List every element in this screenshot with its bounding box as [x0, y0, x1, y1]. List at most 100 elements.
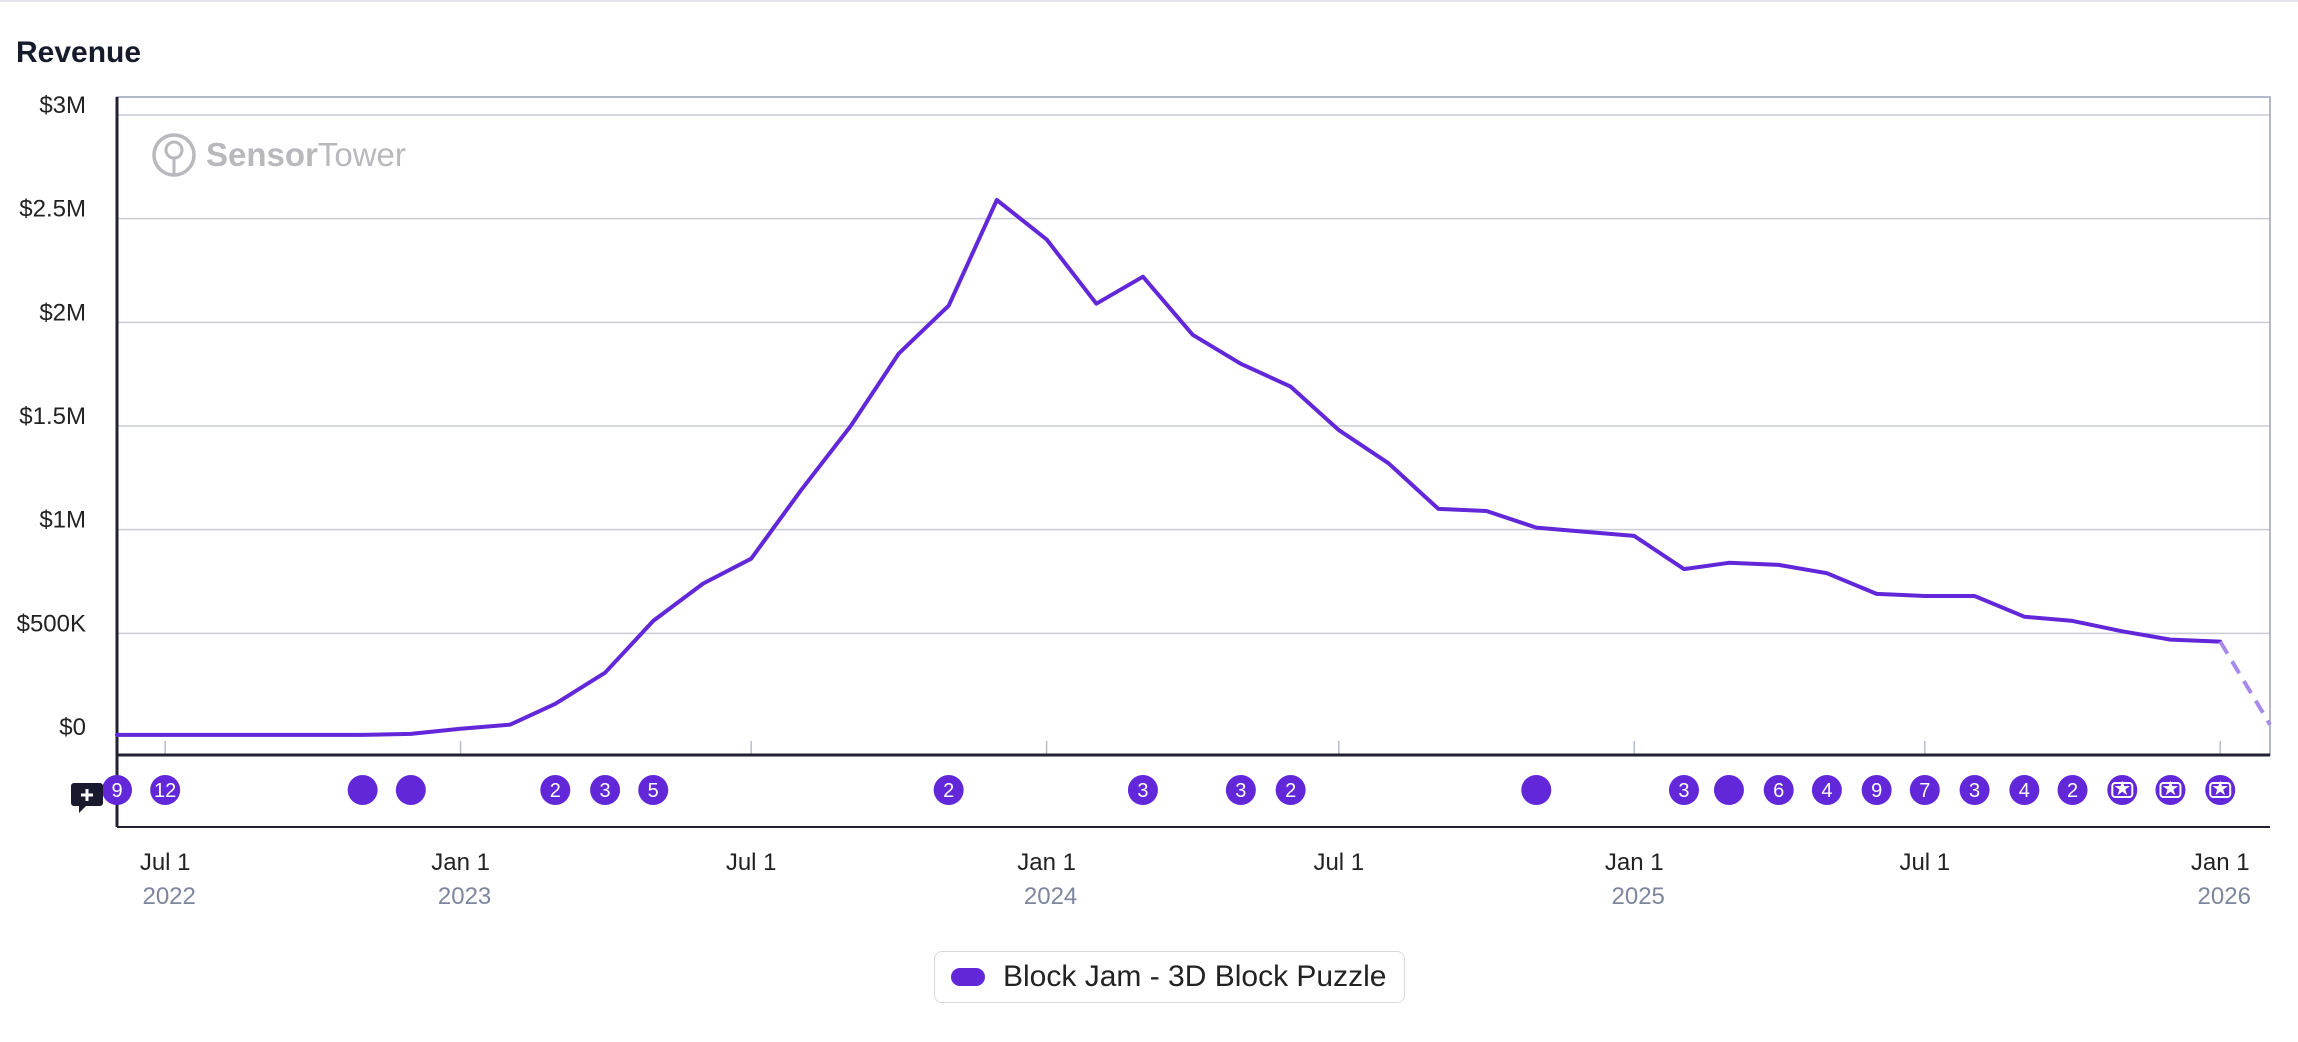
legend-item[interactable]: Block Jam - 3D Block Puzzle [934, 951, 1406, 1003]
annotation-marker[interactable]: 2 [1275, 775, 1306, 805]
annotation-marker[interactable]: 3 [590, 775, 621, 805]
ticket-outline [2111, 782, 2134, 798]
series-lines [115, 198, 2272, 737]
x-axis-ticks: Jul 1 2022 Jan 1 2023 Jul 1 Jan 1 2024 Jul 1 Jan… [140, 849, 2251, 910]
annotation-marker[interactable]: 9 [102, 775, 132, 805]
legend-swatch [951, 968, 985, 986]
x-tick-label: Jul 1 [1899, 849, 1950, 876]
annotation-marker[interactable]: 3 [1959, 775, 1990, 805]
annotation-marker[interactable]: 3 [1668, 775, 1699, 805]
ticket-star: ★ [2161, 778, 2179, 800]
x-tick-label: Jan 1 [431, 849, 490, 876]
annotation-count: 3 [1678, 780, 1689, 802]
annotation-count: 2 [1285, 780, 1296, 802]
annotation-marker[interactable]: 2 [540, 775, 571, 805]
y-tick-label: $1.5M [19, 403, 86, 430]
y-tick-label: $0 [59, 714, 86, 741]
annotation-star-ticket-icon[interactable]: ★ [2155, 775, 2186, 805]
ticket-outline [2209, 782, 2232, 798]
y-tick-label: $1M [39, 507, 86, 534]
annotation-dot [347, 775, 378, 805]
y-tick-label: $500K [17, 610, 86, 637]
x-tick-label: Jan 1 [2191, 849, 2250, 876]
watermark-text: SensorTower [206, 136, 406, 173]
axes [115, 96, 2271, 828]
x-tick-label: Jan 1 [1017, 849, 1076, 876]
annotation-dot [1668, 775, 1699, 805]
y-tick-label: $2.5M [19, 196, 86, 223]
annotation-count: 7 [1919, 780, 1930, 802]
annotation-marker[interactable]: 2 [933, 775, 964, 805]
annotation-marker[interactable]: 4 [1811, 775, 1842, 805]
annotation-count: 9 [111, 780, 122, 802]
annotation-marker[interactable]: 2 [2057, 775, 2088, 805]
annotation-dot [1713, 775, 1744, 805]
annotation-dot [1225, 775, 1256, 805]
annotation-dot [1909, 775, 1940, 805]
annotation-dot [1127, 775, 1158, 805]
x-tick-label: Jul 1 [140, 849, 191, 876]
annotation-marker[interactable] [1713, 775, 1744, 805]
annotation-count: 2 [550, 780, 561, 802]
annotation-dot [1275, 775, 1306, 805]
annotation-marker[interactable]: 5 [638, 775, 669, 805]
annotation-dot [102, 775, 132, 805]
chart-title: Revenue [16, 36, 142, 69]
annotation-count: 5 [648, 780, 659, 802]
x-tick-year: 2025 [1612, 883, 1665, 910]
x-tick-label: Jan 1 [1605, 849, 1664, 876]
annotation-dot [1811, 775, 1842, 805]
annotation-marker[interactable] [395, 775, 426, 805]
series-line-0 [115, 198, 2223, 737]
annotation-dot [1521, 775, 1552, 805]
annotation-dot [638, 775, 669, 805]
x-tick-label: Jul 1 [1313, 849, 1364, 876]
annotation-dot [2057, 775, 2088, 805]
annotation-markers: 9 12 2 3 5 2 3 3 2 3 6 4 9 7 3 4 2 ★ ★ ★ [102, 775, 2236, 805]
annotation-count: 6 [1773, 780, 1784, 802]
annotation-count: 4 [2019, 780, 2030, 802]
comment-plus-icon[interactable] [71, 783, 103, 813]
y-tick-label: $2M [39, 299, 86, 326]
forecast-line [2218, 640, 2272, 726]
sensor-tower-logo-icon [152, 133, 196, 177]
ticket-star: ★ [2211, 778, 2229, 800]
annotation-dot [590, 775, 621, 805]
ticket-star: ★ [2113, 778, 2131, 800]
annotation-star-ticket-icon[interactable]: ★ [2107, 775, 2138, 805]
grid-lines [117, 114, 2270, 755]
x-tick-year: 2022 [142, 883, 195, 910]
annotation-marker[interactable]: 3 [1225, 775, 1256, 805]
legend-label: Block Jam - 3D Block Puzzle [1003, 960, 1387, 993]
annotation-count: 3 [1969, 780, 1980, 802]
annotation-marker[interactable]: 4 [2009, 775, 2040, 805]
annotation-dot [150, 775, 181, 805]
y-tick-label: $3M [39, 92, 86, 119]
annotation-count: 9 [1871, 780, 1882, 802]
y-axis-ticks: $0 $500K $1M $1.5M $2M $2.5M $3M [17, 92, 86, 741]
annotation-dot [2009, 775, 2040, 805]
annotation-count: 2 [2067, 780, 2078, 802]
annotation-marker[interactable]: 12 [150, 775, 181, 805]
annotation-marker[interactable] [1521, 775, 1552, 805]
annotation-dot [1861, 775, 1892, 805]
annotation-marker[interactable] [347, 775, 378, 805]
annotation-dot [540, 775, 571, 805]
annotation-count: 3 [600, 780, 611, 802]
watermark: SensorTower [152, 133, 406, 177]
annotation-dot [1959, 775, 1990, 805]
annotation-marker[interactable]: 7 [1909, 775, 1940, 805]
x-tick-year: 2026 [2198, 883, 2251, 910]
annotation-marker[interactable]: 6 [1763, 775, 1794, 805]
annotation-star-ticket-icon[interactable]: ★ [2205, 775, 2236, 805]
ticket-outline [2159, 782, 2182, 798]
x-tick-label: Jul 1 [726, 849, 777, 876]
annotation-count: 3 [1235, 780, 1246, 802]
x-tick-year: 2023 [438, 883, 491, 910]
annotation-marker[interactable]: 3 [1127, 775, 1158, 805]
top-divider [0, 0, 2298, 2]
annotation-marker[interactable]: 9 [1861, 775, 1892, 805]
x-tick-year: 2024 [1024, 883, 1077, 910]
annotation-count: 12 [154, 780, 176, 802]
